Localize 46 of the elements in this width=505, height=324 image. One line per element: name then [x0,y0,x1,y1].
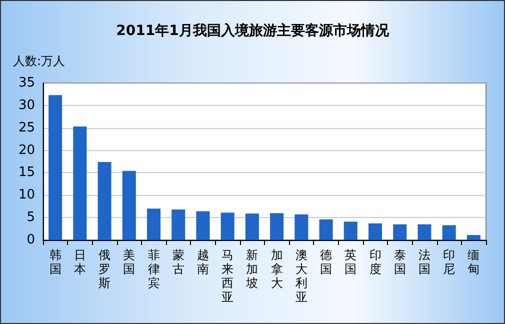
x-tick-label: 缅甸 [468,248,480,276]
bar [98,162,112,240]
bar [220,212,234,240]
x-tick-label: 新加坡 [245,248,258,290]
y-tick-label: 10 [18,188,35,203]
bar [245,214,259,240]
x-tick-label: 韩国 [49,248,62,276]
x-tick-label: 蒙古 [172,248,184,276]
x-tick-label: 日本 [74,248,86,276]
bar [393,224,407,240]
x-tick-label: 俄罗斯 [98,248,111,290]
bar [172,209,186,240]
chart-title: 2011年1月我国入境旅游主要客源市场情况 [116,22,390,39]
bar [418,224,432,240]
bar [466,235,480,240]
x-tick-label: 菲律宾 [148,248,160,290]
x-tick-label: 泰国 [394,248,406,276]
x-tick-label: 德国 [320,248,332,276]
y-tick-label: 0 [26,232,35,248]
y-tick-label: 35 [18,76,35,90]
bar [122,170,136,240]
bar [344,222,358,240]
y-axis-title: 人数:万人 [13,54,66,68]
x-tick-label: 越南 [196,248,209,276]
bar [270,213,284,240]
x-tick-label: 印尼 [443,248,456,276]
x-tick-label: 印度 [369,248,382,276]
bar [294,214,308,240]
y-tick-label: 15 [18,165,35,180]
bar [73,126,87,240]
y-tick-label: 30 [18,98,35,113]
bar [196,211,210,240]
bar [319,219,333,240]
x-tick-label: 澳大利亚 [295,248,308,304]
x-tick-label: 法国 [418,248,430,276]
y-tick-label: 5 [26,210,35,226]
x-tick-label: 马来西亚 [222,248,234,304]
y-tick-label: 25 [18,120,35,136]
x-tick-label: 英国 [344,248,357,276]
bar [146,208,161,240]
y-tick-label: 20 [18,142,35,158]
x-tick-label: 美国 [123,248,136,276]
bar [368,223,382,240]
x-tick-label: 加拿大 [270,248,283,290]
bar [442,225,456,240]
bar [48,95,62,240]
